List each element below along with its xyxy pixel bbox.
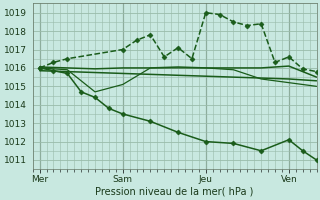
X-axis label: Pression niveau de la mer( hPa ): Pression niveau de la mer( hPa ): [95, 187, 254, 197]
